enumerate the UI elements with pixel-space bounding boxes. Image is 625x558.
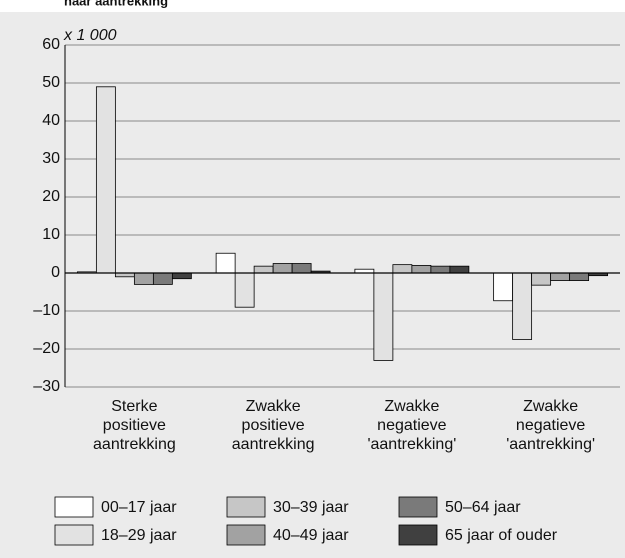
bar (550, 272, 571, 281)
bar (373, 272, 394, 361)
legend-swatch (398, 496, 438, 518)
y-tick-label: 40 (42, 112, 60, 129)
y-unit-label: x 1 000 (63, 27, 117, 44)
chart-title: naar aantrekking (64, 0, 168, 8)
x-tick-label: 'aantrekking' (367, 436, 456, 453)
bar (171, 272, 192, 280)
bar (215, 252, 236, 274)
legend-label: 18–29 jaar (101, 527, 177, 544)
bar (493, 272, 514, 302)
x-tick-label: aantrekking (232, 436, 315, 453)
legend-label: 50–64 jaar (445, 499, 521, 516)
x-tick-label: Sterke (111, 398, 157, 415)
legend-swatch (54, 524, 94, 546)
bar (291, 263, 312, 274)
x-tick-label: positieve (103, 417, 166, 434)
legend-label: 00–17 jaar (101, 499, 177, 516)
x-tick-label: positieve (242, 417, 305, 434)
bar (253, 265, 274, 274)
legend-label: 40–49 jaar (273, 527, 349, 544)
legend-label: 65 jaar of ouder (445, 527, 558, 544)
y-tick-label: 30 (42, 150, 60, 167)
bar (234, 272, 255, 308)
bar (95, 86, 116, 274)
y-tick-label: 20 (42, 188, 60, 205)
x-tick-label: aantrekking (93, 436, 176, 453)
bar (133, 272, 154, 285)
y-tick-label: 0 (51, 264, 60, 281)
bar (430, 265, 451, 274)
bar (449, 265, 470, 274)
legend-swatch (226, 496, 266, 518)
legend-swatch (226, 524, 266, 546)
y-tick-label: 50 (42, 74, 60, 91)
bar (569, 272, 590, 281)
y-tick-label: –30 (33, 378, 60, 395)
x-tick-label: negatieve (377, 417, 446, 434)
y-tick-label: –10 (33, 302, 60, 319)
x-tick-label: 'aantrekking' (506, 436, 595, 453)
bar (512, 272, 533, 340)
y-tick-label: 60 (42, 36, 60, 53)
bar (392, 264, 413, 274)
y-tick-label: 10 (42, 226, 60, 243)
legend-swatch (398, 524, 438, 546)
legend-swatch (54, 496, 94, 518)
x-tick-label: Zwakke (384, 398, 439, 415)
bar (531, 272, 552, 286)
bar (411, 264, 432, 274)
x-tick-label: negatieve (516, 417, 585, 434)
x-tick-label: Zwakke (246, 398, 301, 415)
legend-label: 30–39 jaar (273, 499, 349, 516)
bar (152, 272, 173, 285)
y-tick-label: –20 (33, 340, 60, 357)
bar (272, 263, 293, 274)
x-tick-label: Zwakke (523, 398, 578, 415)
